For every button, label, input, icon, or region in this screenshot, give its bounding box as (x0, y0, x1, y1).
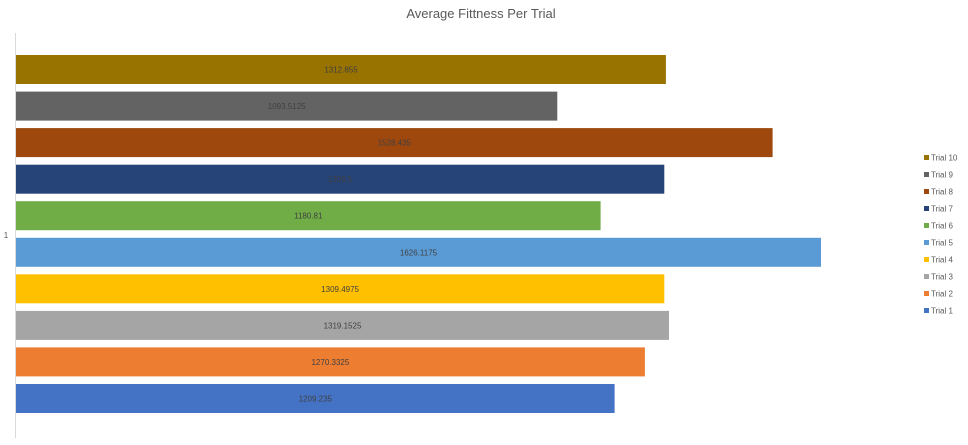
legend-label-trial-8: Trial 8 (931, 188, 953, 197)
bar-trial-4 (16, 274, 665, 304)
bar-trial-8 (16, 128, 773, 158)
legend-swatch-trial-9 (924, 172, 929, 177)
data-label-trial-8: 1528.435 (378, 139, 412, 148)
data-label-trial-9: 1093.5125 (268, 102, 306, 111)
legend-swatch-trial-10 (924, 155, 929, 160)
y-axis-tick-label: 1 (4, 231, 9, 240)
legend-label-trial-3: Trial 3 (931, 273, 953, 282)
legend-label-trial-7: Trial 7 (931, 205, 953, 214)
legend-swatch-trial-4 (924, 257, 929, 262)
data-label-trial-10: 1312.855 (324, 66, 358, 75)
bar-trial-7 (16, 164, 665, 194)
bar-trial-1 (16, 384, 615, 413)
legend-label-trial-4: Trial 4 (931, 256, 953, 265)
data-label-trial-1: 1209.235 (299, 395, 333, 404)
data-label-trial-7: 1309.5 (328, 175, 353, 184)
legend-swatch-trial-2 (924, 291, 929, 296)
legend-label-trial-5: Trial 5 (931, 239, 953, 248)
data-label-trial-4: 1309.4975 (321, 285, 359, 294)
data-label-trial-6: 1180.81 (294, 212, 323, 221)
legend-label-trial-10: Trial 10 (931, 154, 958, 163)
legend-swatch-trial-6 (924, 223, 929, 228)
legend: Trial 10 Trial 9 Trial 8 Trial 7 Trial 6 Tria… (924, 154, 958, 316)
legend-swatch-trial-1 (924, 308, 929, 313)
bar-trial-6 (16, 201, 601, 231)
bar-trial-10 (16, 55, 666, 84)
bar-trial-9 (16, 91, 558, 121)
legend-label-trial-2: Trial 2 (931, 290, 953, 299)
legend-swatch-trial-7 (924, 206, 929, 211)
legend-swatch-trial-5 (924, 240, 929, 245)
bars-group: 1209.235 1270.3325 1319.1525 1309.4975 1626.… (16, 55, 821, 413)
data-label-trial-3: 1319.1525 (324, 321, 362, 330)
legend-label-trial-9: Trial 9 (931, 171, 953, 180)
legend-label-trial-1: Trial 1 (931, 307, 953, 316)
bar-trial-5 (16, 237, 821, 267)
legend-swatch-trial-3 (924, 274, 929, 279)
bar-trial-3 (16, 310, 669, 340)
data-label-trial-5: 1626.1175 (400, 248, 438, 257)
chart-title: Average Fittness Per Trial (406, 6, 555, 21)
legend-swatch-trial-8 (924, 189, 929, 194)
data-label-trial-2: 1270.3325 (311, 358, 349, 367)
legend-label-trial-6: Trial 6 (931, 222, 953, 231)
bar-trial-2 (16, 347, 645, 377)
